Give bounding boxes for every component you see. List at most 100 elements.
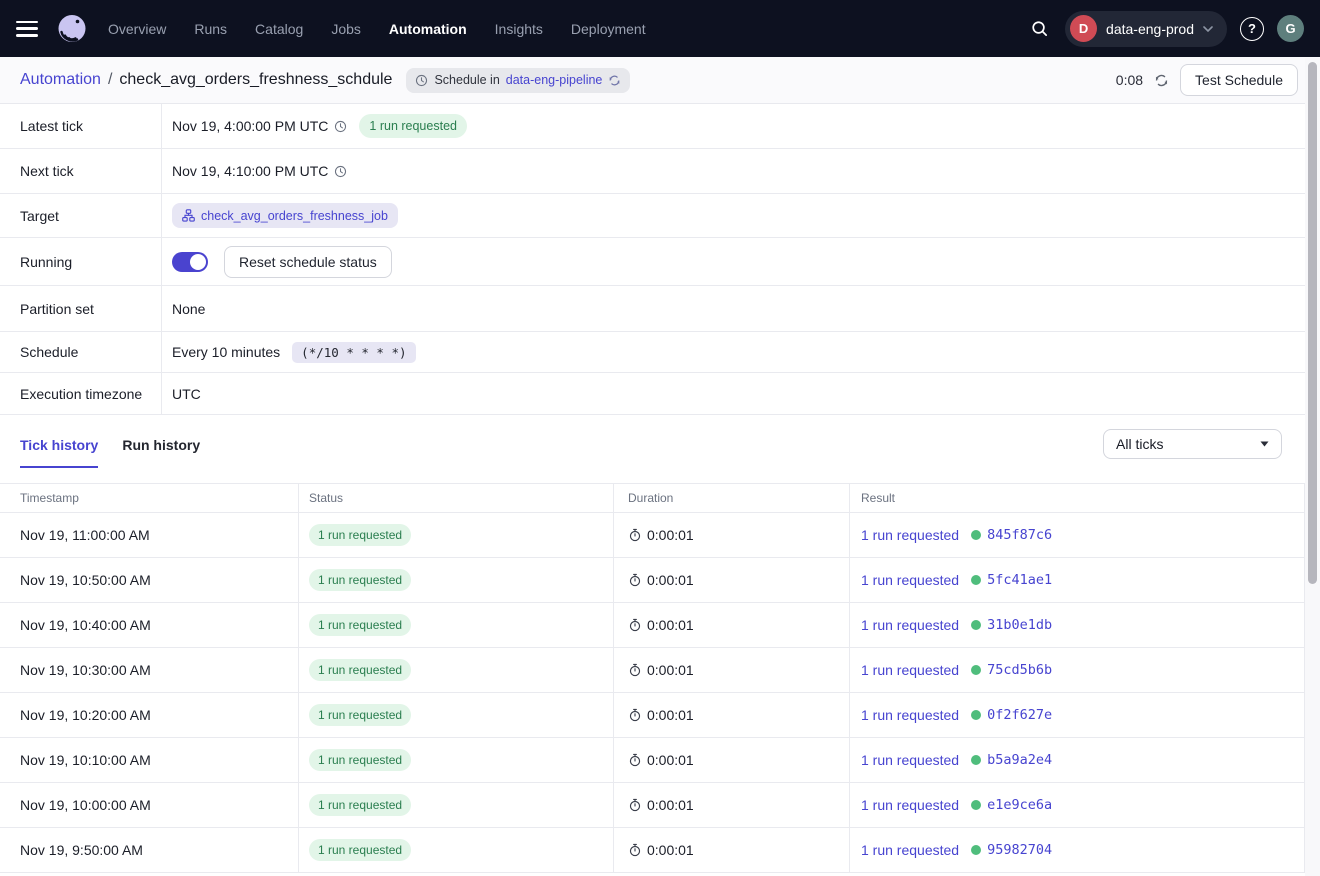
tick-status-badge: 1 run requested <box>309 794 411 816</box>
tick-result-link[interactable]: 1 run requested <box>861 797 959 813</box>
avatar[interactable]: G <box>1277 15 1304 42</box>
stopwatch-icon <box>628 573 642 587</box>
timezone-value: UTC <box>172 386 201 402</box>
tick-status-badge: 1 run requested <box>309 704 411 726</box>
table-row: Nov 19, 10:00:00 AM 1 run requested 0:00… <box>0 783 1304 828</box>
nav-item-overview[interactable]: Overview <box>108 21 166 37</box>
tick-filter-value: All ticks <box>1116 436 1163 452</box>
nav-item-automation[interactable]: Automation <box>389 21 467 37</box>
stopwatch-icon <box>628 798 642 812</box>
column-header-result: Result <box>850 484 1304 512</box>
tick-status-badge: 1 run requested <box>309 839 411 861</box>
run-status-dot <box>971 845 981 855</box>
select-caret-icon <box>1260 441 1269 447</box>
schedule-details: Latest tick Nov 19, 4:00:00 PM UTC 1 run… <box>0 104 1320 415</box>
run-id-link[interactable]: 0f2f627e <box>987 707 1052 723</box>
workspace-initial-badge: D <box>1070 15 1097 42</box>
nav-item-catalog[interactable]: Catalog <box>255 21 303 37</box>
tick-result-link[interactable]: 1 run requested <box>861 527 959 543</box>
stopwatch-icon <box>628 843 642 857</box>
tick-timestamp: Nov 19, 9:50:00 AM <box>0 828 299 872</box>
stopwatch-icon <box>628 753 642 767</box>
workspace-switcher[interactable]: D data-eng-prod <box>1065 11 1227 47</box>
stopwatch-icon <box>628 528 642 542</box>
run-status-dot <box>971 620 981 630</box>
schedule-badge-prefix: Schedule in <box>434 73 499 87</box>
refresh-icon[interactable] <box>1154 73 1169 88</box>
reset-schedule-status-button[interactable]: Reset schedule status <box>224 246 392 278</box>
tick-duration: 0:00:01 <box>647 527 694 543</box>
tick-result-link[interactable]: 1 run requested <box>861 617 959 633</box>
table-row: Nov 19, 10:10:00 AM 1 run requested 0:00… <box>0 738 1304 783</box>
column-header-duration: Duration <box>614 484 850 512</box>
detail-label: Running <box>0 238 162 285</box>
nav-item-jobs[interactable]: Jobs <box>331 21 361 37</box>
run-id-link[interactable]: 31b0e1db <box>987 617 1052 633</box>
tick-duration: 0:00:01 <box>647 707 694 723</box>
table-row: Nov 19, 9:50:00 AM 1 run requested 0:00:… <box>0 828 1304 873</box>
running-toggle[interactable] <box>172 252 208 272</box>
test-schedule-button[interactable]: Test Schedule <box>1180 64 1298 96</box>
nav-item-runs[interactable]: Runs <box>194 21 227 37</box>
run-id-link[interactable]: 845f87c6 <box>987 527 1052 543</box>
nav-item-deployment[interactable]: Deployment <box>571 21 646 37</box>
tick-duration: 0:00:01 <box>647 662 694 678</box>
help-icon[interactable]: ? <box>1240 17 1264 41</box>
run-id-link[interactable]: 75cd5b6b <box>987 662 1052 678</box>
tick-duration: 0:00:01 <box>647 752 694 768</box>
tick-timestamp: Nov 19, 10:20:00 AM <box>0 693 299 737</box>
tick-status-badge: 1 run requested <box>309 569 411 591</box>
menu-icon[interactable] <box>16 21 38 37</box>
run-status-dot <box>971 665 981 675</box>
clock-icon <box>334 165 347 178</box>
breadcrumb-automation-link[interactable]: Automation <box>20 71 101 89</box>
tick-timestamp: Nov 19, 10:30:00 AM <box>0 648 299 692</box>
stopwatch-icon <box>628 618 642 632</box>
tick-timestamp: Nov 19, 11:00:00 AM <box>0 513 299 557</box>
tick-status-badge: 1 run requested <box>309 749 411 771</box>
search-icon[interactable] <box>1026 16 1052 42</box>
dagster-logo-icon[interactable] <box>54 11 90 47</box>
detail-row-latest-tick: Latest tick Nov 19, 4:00:00 PM UTC 1 run… <box>0 104 1320 149</box>
tab-tick-history[interactable]: Tick history <box>20 437 98 468</box>
nav-item-insights[interactable]: Insights <box>495 21 543 37</box>
tick-duration: 0:00:01 <box>647 572 694 588</box>
tick-duration: 0:00:01 <box>647 842 694 858</box>
workspace-name: data-eng-prod <box>1106 21 1194 37</box>
tick-duration: 0:00:01 <box>647 797 694 813</box>
tab-run-history[interactable]: Run history <box>122 437 200 468</box>
tick-result-link[interactable]: 1 run requested <box>861 572 959 588</box>
tick-filter-select[interactable]: All ticks <box>1103 429 1282 459</box>
scrollbar-track <box>1305 58 1320 876</box>
tick-timestamp: Nov 19, 10:10:00 AM <box>0 738 299 782</box>
partition-set-value: None <box>172 301 205 317</box>
run-status-dot <box>971 800 981 810</box>
scrollbar-thumb[interactable] <box>1308 62 1317 584</box>
detail-label: Target <box>0 194 162 237</box>
tick-result-link[interactable]: 1 run requested <box>861 752 959 768</box>
tick-result-link[interactable]: 1 run requested <box>861 662 959 678</box>
tick-result-link[interactable]: 1 run requested <box>861 842 959 858</box>
history-tabs-row: Tick history Run history All ticks <box>0 415 1320 468</box>
tick-result-link[interactable]: 1 run requested <box>861 707 959 723</box>
table-row: Nov 19, 10:20:00 AM 1 run requested 0:00… <box>0 693 1304 738</box>
run-id-link[interactable]: 95982704 <box>987 842 1052 858</box>
detail-label: Schedule <box>0 332 162 372</box>
detail-label: Execution timezone <box>0 373 162 414</box>
tick-duration: 0:00:01 <box>647 617 694 633</box>
sync-icon[interactable] <box>608 74 621 87</box>
run-id-link[interactable]: 5fc41ae1 <box>987 572 1052 588</box>
stopwatch-icon <box>628 663 642 677</box>
run-id-link[interactable]: e1e9ce6a <box>987 797 1052 813</box>
table-row: Nov 19, 10:30:00 AM 1 run requested 0:00… <box>0 648 1304 693</box>
table-row: Nov 19, 11:00:00 AM 1 run requested 0:00… <box>0 513 1304 558</box>
tick-status-badge: 1 run requested <box>309 659 411 681</box>
run-status-dot <box>971 530 981 540</box>
tick-timestamp: Nov 19, 10:40:00 AM <box>0 603 299 647</box>
column-header-status: Status <box>299 484 614 512</box>
clock-icon <box>334 120 347 133</box>
run-id-link[interactable]: b5a9a2e4 <box>987 752 1052 768</box>
stopwatch-icon <box>628 708 642 722</box>
code-location-link[interactable]: data-eng-pipeline <box>506 73 603 87</box>
target-job-link[interactable]: check_avg_orders_freshness_job <box>172 203 398 228</box>
